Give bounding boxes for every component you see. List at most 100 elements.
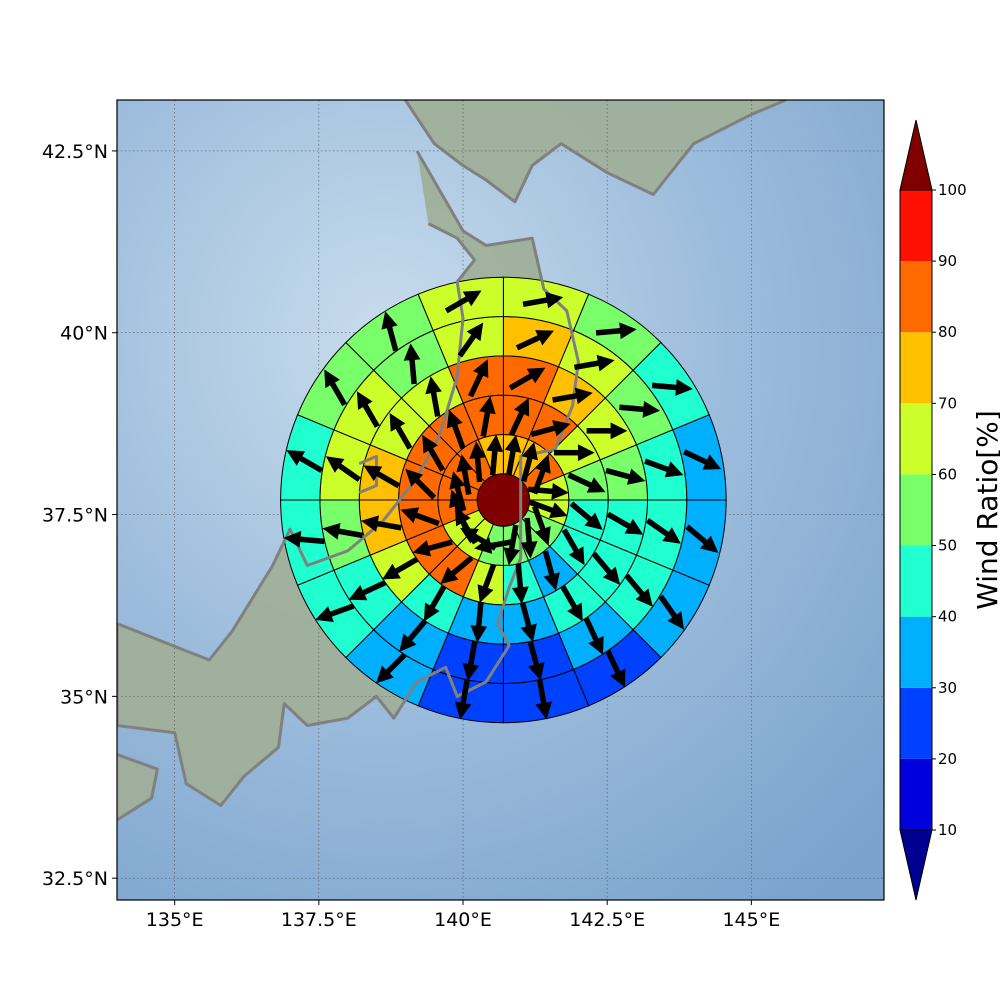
wind-arrow	[552, 387, 593, 405]
y-tick-label: 35°N	[60, 686, 108, 708]
wind-arrow	[444, 290, 482, 314]
wind-arrow	[569, 501, 603, 530]
center-cell	[476, 473, 531, 527]
wind-arrow	[382, 556, 419, 580]
wind-arrow	[503, 524, 520, 566]
y-tick-label: 42.5°N	[42, 141, 108, 163]
y-tick-label: 37.5°N	[42, 505, 108, 527]
wind-arrow	[405, 468, 437, 500]
wind-arrow	[315, 603, 355, 623]
wind-arrow	[522, 291, 564, 309]
wind-arrow	[456, 454, 473, 495]
x-tick-label: 142.5°E	[569, 909, 645, 931]
map-frame	[116, 99, 885, 901]
wind-arrow	[440, 555, 474, 585]
wind-arrow	[470, 601, 488, 643]
x-tick-label: 145°E	[722, 909, 780, 931]
wind-arrow	[508, 367, 546, 391]
wind-arrow	[462, 640, 480, 681]
wind-arrow	[322, 523, 364, 540]
y-axis-ticks: 42.5°N 40°N 37.5°N 35°N 32.5°N	[42, 141, 117, 890]
wind-arrow	[520, 442, 538, 483]
wind-arrow	[454, 678, 472, 720]
wind-arrow	[400, 507, 440, 527]
wind-arrow	[381, 311, 399, 352]
colorbar-segment	[900, 758, 932, 830]
wind-arrow	[508, 397, 530, 436]
wind-arrow	[477, 563, 497, 603]
colorbar-tick-label: 80	[938, 323, 957, 341]
wind-arrow	[605, 649, 626, 688]
colorbar-under-triangle	[899, 829, 933, 901]
wind-arrow	[286, 450, 324, 473]
colorbar-tick-label: 60	[938, 465, 957, 483]
y-tick-label: 40°N	[60, 323, 108, 345]
colorbar-over-triangle	[899, 119, 933, 191]
wind-arrow	[573, 354, 615, 372]
wind-arrow	[504, 434, 522, 476]
colorbar-tick-label: 40	[938, 608, 957, 626]
colorbar-title: Wind Ratio[%]	[971, 410, 1000, 610]
colorbar-segment	[900, 332, 932, 404]
land-polygon	[405, 100, 786, 202]
wind-arrow	[595, 322, 637, 340]
wind-arrow	[403, 343, 421, 385]
coastline-path	[404, 100, 787, 204]
wind-arrow	[606, 511, 644, 535]
wind-arrow	[535, 678, 552, 720]
wind-arrow	[325, 456, 361, 482]
x-axis-ticks: 135°E 137.5°E 140°E 142.5°E 145°E	[146, 900, 780, 931]
wind-direction-arrows	[283, 290, 722, 720]
wind-arrow	[423, 584, 447, 622]
wind-arrow	[425, 376, 442, 417]
colorbar-segment	[900, 474, 932, 546]
wind-arrow	[651, 379, 693, 396]
colorbar-tick-label: 100	[938, 181, 967, 199]
wind-arrow	[591, 551, 621, 585]
wind-arrow	[605, 467, 646, 485]
wind-arrow	[468, 359, 489, 398]
wind-arrow	[644, 458, 684, 478]
colorbar-tick-label: 30	[938, 679, 957, 697]
wind-arrow	[530, 420, 571, 438]
wind-arrow	[399, 618, 428, 652]
wind-arrow	[449, 471, 467, 512]
wind-arrow	[583, 616, 604, 655]
wind-arrow	[619, 400, 661, 418]
colorbar-segment	[900, 403, 932, 475]
wind-arrow	[542, 550, 560, 591]
colorbar-frame	[899, 189, 933, 831]
wind-arrow	[519, 601, 537, 642]
map-panel	[116, 99, 885, 901]
wind-arrow	[479, 396, 496, 437]
wind-arrow	[363, 465, 401, 489]
wind-arrow	[283, 530, 325, 548]
colorbar-segment	[900, 545, 932, 617]
wind-arrow	[361, 515, 402, 532]
colorbar-segment	[900, 687, 932, 759]
colorbar-segment	[900, 261, 932, 333]
wind-arrow	[348, 579, 387, 601]
wind-arrow	[469, 441, 486, 483]
colorbar-tick-label: 70	[938, 394, 957, 412]
wind-arrow	[446, 409, 466, 450]
wind-arrow	[553, 444, 595, 462]
wind-arrow	[685, 524, 719, 553]
wind-arrow	[527, 483, 569, 500]
x-tick-label: 140°E	[434, 909, 492, 931]
wind-arrow	[515, 330, 554, 351]
y-tick-label: 32.5°N	[42, 868, 108, 890]
coastline-path	[117, 753, 159, 822]
colorbar: 10 20 30 40 50 60 70 80 90 100 Wind Ratio[%]	[899, 119, 1000, 901]
wind-arrow	[567, 472, 606, 493]
wind-arrow	[528, 499, 568, 519]
wind-arrow	[486, 434, 504, 476]
colorbar-tick-label: 20	[938, 750, 957, 768]
colorbar-tick-label: 50	[938, 537, 957, 555]
wind-arrow	[511, 563, 529, 605]
wind-arrow	[356, 391, 380, 428]
colorbar-tick-label: 90	[938, 252, 957, 270]
x-tick-label: 135°E	[146, 909, 204, 931]
wind-arrow	[324, 369, 348, 407]
wind-arrow	[624, 573, 653, 607]
